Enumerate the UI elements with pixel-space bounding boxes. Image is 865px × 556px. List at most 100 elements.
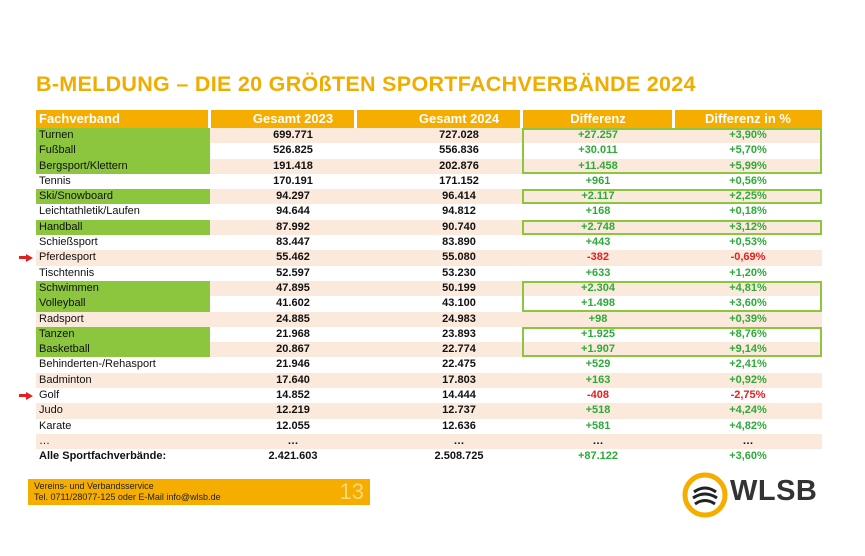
differenz-cell: … bbox=[592, 434, 604, 447]
fachverband-cell: Pferdesport bbox=[39, 251, 96, 264]
red-arrow-icon bbox=[19, 253, 33, 262]
differenz-cell: +168 bbox=[585, 205, 611, 218]
footer-bar: Vereins- und Verbandsservice Tel. 0711/2… bbox=[28, 479, 370, 505]
fachverband-cell: … bbox=[39, 434, 50, 447]
table-body: Turnen 699.771 727.028 +27.257 +3,90% Fußball… bbox=[36, 128, 822, 450]
gesamt-2023-cell: 52.597 bbox=[276, 266, 310, 279]
differenz-cell: +633 bbox=[585, 266, 611, 279]
gesamt-2023-cell: 83.447 bbox=[276, 236, 310, 249]
differenz-prozent-cell: +5,99% bbox=[729, 159, 767, 172]
differenz-cell: +98 bbox=[588, 312, 608, 325]
differenz-cell: +1.925 bbox=[581, 327, 615, 340]
header-divider bbox=[520, 110, 523, 128]
gesamt-2023-cell: 87.992 bbox=[276, 220, 310, 233]
differenz-cell: +163 bbox=[585, 373, 611, 386]
differenz-cell: +581 bbox=[585, 419, 611, 432]
differenz-cell: +1.907 bbox=[581, 343, 615, 356]
fachverband-cell: Bergsport/Klettern bbox=[36, 158, 210, 174]
table-row: Leichtathletik/Laufen 94.644 94.812 +168 +0,… bbox=[36, 204, 822, 219]
table-row: Bergsport/Klettern 191.418 202.876 +11.458 +… bbox=[36, 158, 822, 174]
fachverband-cell: Basketball bbox=[36, 342, 210, 358]
fachverband-cell: Leichtathletik/Laufen bbox=[39, 205, 140, 218]
fachverband-cell: Fußball bbox=[36, 143, 210, 159]
header-fachverband: Fachverband bbox=[39, 111, 120, 126]
table-row: Tennis 170.191 171.152 +961 +0,56% bbox=[36, 174, 822, 189]
differenz-cell: +2.117 bbox=[581, 190, 615, 203]
table-header: Fachverband Gesamt 2023 Gesamt 2024 Diff… bbox=[36, 110, 822, 128]
table-row: Pferdesport 55.462 55.080 -382 -0,69% bbox=[36, 250, 822, 266]
footer-contact: Tel. 0711/28077-125 oder E-Mail info@wls… bbox=[34, 492, 221, 502]
differenz-prozent-cell: +4,82% bbox=[729, 419, 767, 432]
gesamt-2023-cell: 94.297 bbox=[276, 190, 310, 203]
differenz-cell: +443 bbox=[585, 236, 611, 249]
gesamt-2023-cell: 20.867 bbox=[276, 343, 310, 356]
fachverband-cell: Ski/Snowboard bbox=[36, 189, 210, 205]
differenz-cell: +518 bbox=[585, 404, 611, 417]
gesamt-2024-cell: 14.444 bbox=[442, 389, 476, 402]
fachverband-cell: Turnen bbox=[36, 128, 210, 144]
gesamt-2024-cell: … bbox=[453, 434, 465, 447]
differenz-cell: -408 bbox=[586, 389, 610, 402]
gesamt-2024-cell: 83.890 bbox=[442, 236, 476, 249]
gesamt-2023-cell: 55.462 bbox=[276, 251, 310, 264]
logo-text: WLSB bbox=[730, 475, 818, 507]
gesamt-2023-cell: 41.602 bbox=[276, 297, 310, 310]
differenz-cell: +529 bbox=[585, 358, 611, 371]
fachverband-cell: Behinderten-/Rehasport bbox=[39, 358, 156, 371]
total-2024: 2.508.725 bbox=[434, 450, 484, 463]
fachverband-cell: Badminton bbox=[39, 373, 92, 386]
gesamt-2023-cell: 526.825 bbox=[273, 144, 313, 157]
fachverband-cell: Radsport bbox=[39, 312, 84, 325]
total-2023: 2.421.603 bbox=[268, 450, 318, 463]
footer-service: Vereins- und Verbandsservice bbox=[34, 481, 154, 491]
fachverband-cell: Judo bbox=[39, 404, 63, 417]
gesamt-2024-cell: 171.152 bbox=[439, 174, 479, 187]
gesamt-2024-cell: 12.636 bbox=[442, 419, 476, 432]
differenz-cell: +1.498 bbox=[581, 297, 615, 310]
gesamt-2023-cell: 14.852 bbox=[276, 389, 310, 402]
differenz-prozent-cell: +3,12% bbox=[729, 220, 767, 233]
table-row: Behinderten-/Rehasport 21.946 22.475 +529 +2… bbox=[36, 357, 822, 372]
table-row: Badminton 17.640 17.803 +163 +0,92% bbox=[36, 372, 822, 389]
gesamt-2023-cell: 12.219 bbox=[276, 404, 310, 417]
total-differenz: +87.122 bbox=[577, 450, 619, 463]
differenz-prozent-cell: +2,41% bbox=[729, 358, 767, 371]
gesamt-2024-cell: 22.774 bbox=[442, 343, 476, 356]
gesamt-2024-cell: 43.100 bbox=[442, 297, 476, 310]
fachverband-cell: Tennis bbox=[39, 174, 71, 187]
header-divider bbox=[672, 110, 675, 128]
differenz-prozent-cell: -0,69% bbox=[730, 251, 766, 264]
table-row: Basketball 20.867 22.774 +1.907 +9,14% bbox=[36, 342, 822, 358]
gesamt-2024-cell: 202.876 bbox=[439, 159, 479, 172]
gesamt-2023-cell: 170.191 bbox=[273, 174, 313, 187]
differenz-cell: -382 bbox=[586, 251, 610, 264]
table-row: Schießsport 83.447 83.890 +443 +0,53% bbox=[36, 235, 822, 250]
differenz-prozent-cell: +0,18% bbox=[729, 205, 767, 218]
differenz-cell: +11.458 bbox=[578, 159, 618, 172]
table-row: Golf 14.852 14.444 -408 -2,75% bbox=[36, 388, 822, 403]
differenz-prozent-cell: … bbox=[742, 434, 754, 447]
differenz-prozent-cell: +5,70% bbox=[729, 144, 767, 157]
gesamt-2024-cell: 17.803 bbox=[442, 373, 476, 386]
differenz-prozent-cell: +1,20% bbox=[729, 266, 767, 279]
differenz-prozent-cell: +3,60% bbox=[729, 297, 767, 310]
table-row: Tischtennis 52.597 53.230 +633 +1,20% bbox=[36, 266, 822, 281]
gesamt-2024-cell: 53.230 bbox=[442, 266, 476, 279]
fachverband-cell: Karate bbox=[39, 419, 72, 432]
table-row: …………… bbox=[36, 433, 822, 450]
gesamt-2023-cell: 47.895 bbox=[276, 281, 310, 294]
gesamt-2023-cell: 17.640 bbox=[276, 373, 310, 386]
fachverband-cell: Golf bbox=[39, 389, 60, 402]
header-differenz-prozent: Differenz in % bbox=[705, 111, 791, 126]
table-row: Schwimmen 47.895 50.199 +2.304 +4,81% bbox=[36, 280, 822, 297]
red-arrow-icon bbox=[19, 391, 33, 400]
fachverband-cell: Schwimmen bbox=[36, 280, 210, 297]
table-row: Karate 12.055 12.636 +581 +4,82% bbox=[36, 419, 822, 434]
table-row: Judo 12.219 12.737 +518 +4,24% bbox=[36, 403, 822, 419]
differenz-prozent-cell: +4,81% bbox=[729, 281, 767, 294]
membership-table: Fachverband Gesamt 2023 Gesamt 2024 Diff… bbox=[19, 110, 822, 465]
gesamt-2023-cell: 699.771 bbox=[273, 129, 313, 141]
gesamt-2024-cell: 727.028 bbox=[439, 129, 479, 141]
fachverband-cell: Handball bbox=[36, 219, 210, 236]
differenz-cell: +961 bbox=[585, 174, 611, 187]
